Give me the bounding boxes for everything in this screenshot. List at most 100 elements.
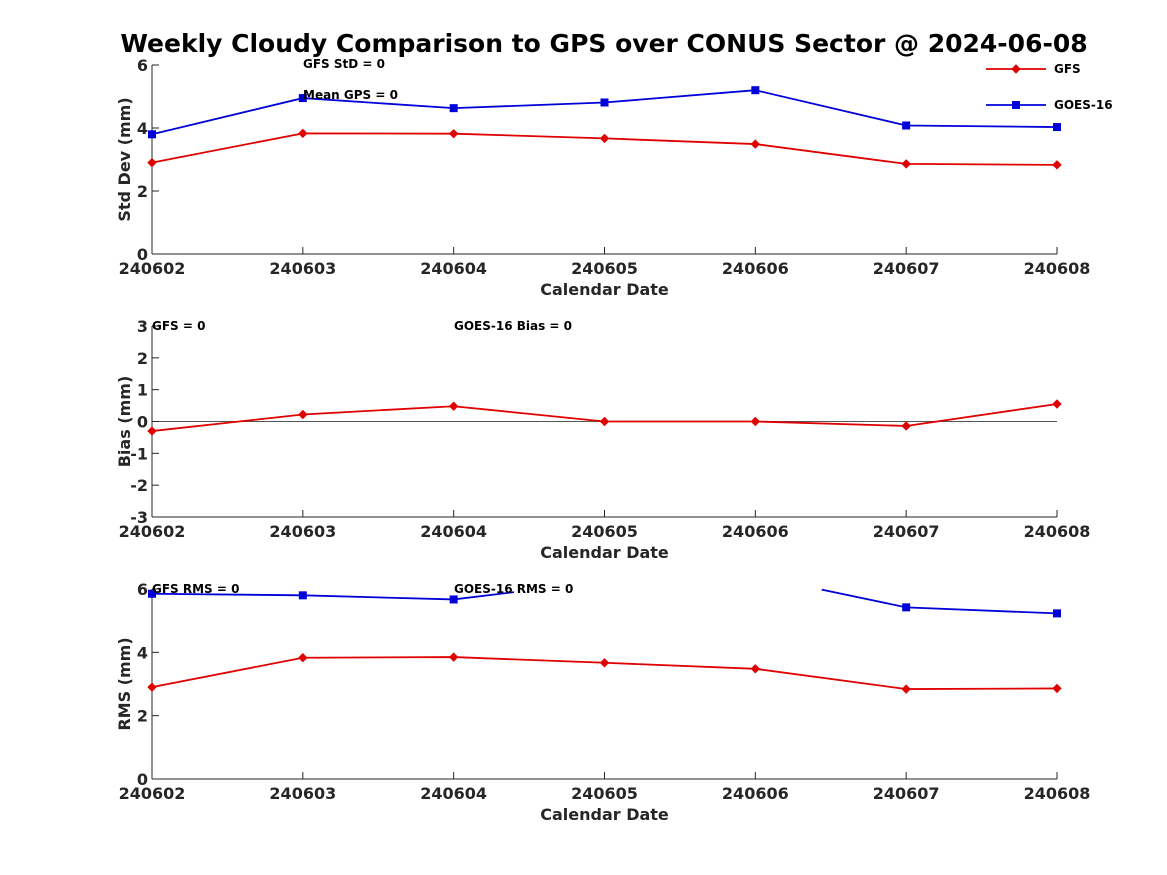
legend-marker: [1011, 64, 1021, 74]
panel-3: 0 2 4 6 240602 240603 240604 240605 240606 240607…: [115, 580, 1090, 824]
y-tick-label: 0: [137, 413, 148, 432]
x-tick-label: 240602: [119, 259, 186, 278]
series-gfs: [147, 652, 1062, 694]
annotation: GFS StD = 0: [303, 57, 385, 71]
annotation: GFS = 0: [152, 319, 205, 333]
annotation: GOES-16 Bias = 0: [454, 319, 572, 333]
data-point: [901, 159, 911, 169]
data-point: [298, 591, 307, 600]
data-point: [147, 157, 157, 168]
data-point: [448, 652, 459, 662]
data-point: [148, 589, 156, 598]
x-tick-label: 240607: [873, 522, 940, 541]
data-point: [599, 658, 610, 668]
data-point: [1053, 123, 1061, 132]
data-point: [901, 684, 911, 694]
data-point: [750, 416, 761, 427]
panel-2: -3 -2 -1 0 1 2 3 240602 240603 240604 240605 240606…: [115, 317, 1090, 562]
chart-title: Weekly Cloudy Comparison to GPS over CON…: [120, 29, 1087, 58]
y-tick-label: -3: [130, 508, 148, 527]
data-point: [1052, 683, 1062, 694]
x-tick-label: 240602: [119, 784, 186, 803]
y-tick-label: 3: [137, 317, 148, 336]
x-tick-label: 240606: [722, 522, 789, 541]
y-tick-label: 1: [137, 381, 148, 400]
y-tick-label: 6: [137, 580, 148, 599]
series-gfs: [147, 399, 1062, 436]
y-axis-label: Std Dev (mm): [115, 97, 134, 221]
data-point: [148, 130, 156, 139]
data-point: [298, 653, 308, 663]
data-point: [448, 128, 459, 139]
x-tick-label: 240607: [873, 259, 940, 278]
x-tick-label: 240603: [269, 784, 336, 803]
y-tick-label: 2: [137, 182, 148, 201]
data-point: [449, 595, 458, 604]
data-point: [751, 86, 760, 95]
y-tick-label: 2: [137, 707, 148, 726]
series-gfs: [147, 128, 1062, 170]
x-tick-label: 240604: [420, 784, 487, 803]
data-point: [902, 603, 911, 612]
x-tick-label: 240603: [269, 259, 336, 278]
legend: GFS GOES-16: [986, 62, 1113, 112]
series-line: [151, 89, 1058, 136]
x-tick-label: 240606: [722, 259, 789, 278]
y-tick-label: 6: [137, 56, 148, 75]
data-point: [448, 401, 459, 411]
x-tick-label: 240604: [420, 522, 487, 541]
data-point: [1052, 399, 1062, 409]
y-tick-label: 0: [137, 245, 148, 264]
y-tick-label: 2: [137, 349, 148, 368]
x-tick-label: 240604: [420, 259, 487, 278]
x-axis-label: Calendar Date: [540, 543, 669, 562]
data-point: [298, 128, 308, 139]
x-tick-label: 240608: [1024, 522, 1091, 541]
data-point: [147, 682, 157, 692]
x-tick-label: 240607: [873, 784, 940, 803]
annotation: GFS RMS = 0: [152, 582, 239, 596]
legend-label: GOES-16: [1054, 98, 1113, 112]
x-axis-label: Calendar Date: [540, 280, 669, 299]
y-tick-label: 4: [137, 119, 148, 138]
data-point: [901, 421, 911, 431]
data-point: [298, 409, 308, 420]
legend-item: GFS: [986, 62, 1081, 76]
series-line: [151, 591, 515, 601]
x-axis-label: Calendar Date: [540, 805, 669, 824]
series-line: [821, 588, 1058, 615]
y-tick-label: 4: [137, 643, 148, 662]
y-axis-label: Bias (mm): [115, 376, 134, 468]
data-point: [600, 98, 609, 107]
series-goes-16: [148, 86, 1061, 139]
data-point: [1052, 160, 1062, 170]
series-goes-16: [148, 588, 1061, 618]
y-tick-label: -2: [130, 476, 148, 495]
data-point: [599, 416, 610, 427]
data-point: [449, 104, 458, 113]
data-point: [599, 133, 610, 144]
x-tick-label: 240608: [1024, 259, 1091, 278]
panel-1: 0 2 4 6 240602 240603 240604 240605 240606 240607…: [115, 56, 1090, 299]
legend-marker: [1012, 101, 1020, 109]
data-point: [147, 426, 157, 436]
annotation: Mean GPS = 0: [303, 88, 398, 102]
x-tick-label: 240602: [119, 522, 186, 541]
data-point: [750, 139, 761, 149]
annotation: GOES-16 RMS = 0: [454, 582, 573, 596]
data-point: [1053, 609, 1061, 618]
legend-item: GOES-16: [986, 98, 1113, 112]
x-tick-label: 240605: [571, 784, 638, 803]
x-tick-label: 240603: [269, 522, 336, 541]
legend-label: GFS: [1054, 62, 1081, 76]
y-axis-label: RMS (mm): [115, 637, 134, 730]
x-tick-label: 240606: [722, 784, 789, 803]
y-tick-label: -1: [130, 444, 148, 463]
x-tick-label: 240605: [571, 259, 638, 278]
x-tick-label: 240608: [1024, 784, 1091, 803]
x-tick-label: 240605: [571, 522, 638, 541]
data-point: [902, 121, 911, 130]
data-point: [750, 664, 761, 674]
data-point: [298, 94, 307, 103]
